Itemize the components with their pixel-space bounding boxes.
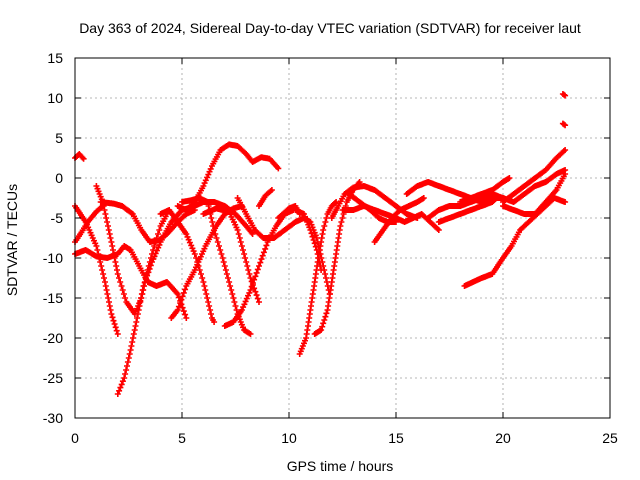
series-markers — [500, 147, 569, 205]
series-arc-23 — [371, 195, 427, 245]
plot-frame — [74, 57, 611, 419]
series-markers — [435, 195, 500, 225]
tick-layer: 0 5 10 15 20 25 15 10 5 0 -5 -10 -15 -20 -25 -30 — [43, 50, 618, 446]
series-markers — [559, 91, 569, 99]
series-markers — [328, 183, 421, 221]
series-arc-31 — [559, 120, 569, 129]
series-markers — [371, 195, 427, 245]
data-series-layer — [72, 91, 569, 397]
y-tick-label: 15 — [47, 50, 63, 66]
series-arc-27 — [457, 175, 513, 205]
series-arc-15 — [256, 187, 275, 209]
series-markers — [174, 141, 282, 213]
y-axis-title: SDTVAR / TECUs — [4, 184, 20, 296]
x-tick-label: 15 — [388, 430, 404, 446]
series-markers — [425, 167, 569, 221]
y-tick-label: 5 — [55, 130, 63, 146]
y-tick-label: 10 — [47, 90, 63, 106]
series-arc-32 — [559, 91, 569, 99]
series-arc-20 — [328, 183, 421, 221]
x-tick-label: 0 — [71, 430, 79, 446]
chart-title: Day 363 of 2024, Sidereal Day-to-day VTE… — [79, 20, 581, 36]
y-tick-label: -15 — [43, 290, 63, 306]
y-tick-label: -30 — [43, 410, 63, 426]
y-tick-label: -25 — [43, 370, 63, 386]
series-markers — [292, 207, 325, 273]
series-arc-25 — [425, 167, 569, 221]
series-markers — [179, 195, 254, 337]
x-tick-label: 20 — [495, 430, 511, 446]
y-tick-label: -10 — [43, 250, 63, 266]
series-markers — [559, 120, 569, 129]
series-markers — [157, 207, 218, 325]
series-arc-10 — [174, 141, 282, 213]
grid-layer — [75, 58, 610, 418]
series-arc-2 — [72, 203, 121, 337]
x-tick-label: 10 — [281, 430, 297, 446]
series-markers — [72, 151, 87, 162]
series-markers — [72, 203, 121, 337]
series-arc-29 — [500, 171, 569, 217]
series-arc-18 — [292, 207, 325, 273]
x-axis-title: GPS time / hours — [287, 458, 394, 474]
series-arc-11 — [179, 195, 254, 337]
series-arc-28 — [461, 195, 569, 289]
y-tick-label: 0 — [55, 170, 63, 186]
series-arc-1 — [72, 151, 87, 162]
series-arc-26 — [435, 195, 500, 225]
series-markers — [500, 171, 569, 217]
y-tick-label: -5 — [51, 210, 64, 226]
series-markers — [461, 195, 569, 289]
series-markers — [457, 175, 513, 205]
x-tick-label: 5 — [178, 430, 186, 446]
series-arc-30 — [500, 147, 569, 205]
x-tick-label: 25 — [602, 430, 618, 446]
series-markers — [256, 187, 275, 209]
series-arc-8 — [157, 207, 218, 325]
y-tick-label: -20 — [43, 330, 63, 346]
